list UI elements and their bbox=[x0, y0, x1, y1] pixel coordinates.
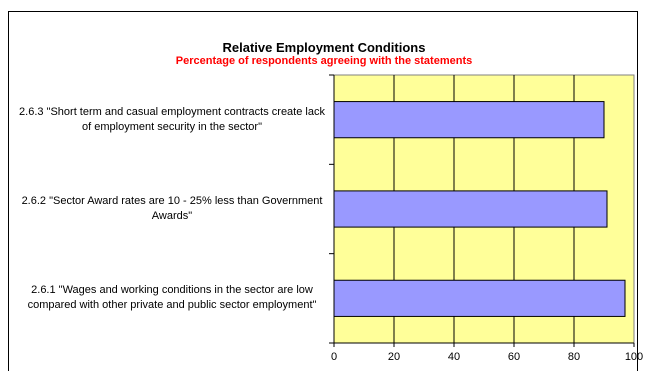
x-tick-label: 20 bbox=[388, 351, 400, 363]
x-tick-label: 80 bbox=[568, 351, 580, 363]
x-tick-label: 40 bbox=[448, 351, 460, 363]
x-tick-label: 0 bbox=[331, 351, 337, 363]
bar bbox=[334, 102, 604, 138]
category-label: 2.6.3 "Short term and casual employment … bbox=[18, 105, 326, 135]
x-tick-label: 60 bbox=[508, 351, 520, 363]
x-tick-label: 100 bbox=[625, 351, 643, 363]
bar bbox=[334, 280, 625, 316]
category-label: 2.6.1 "Wages and working conditions in t… bbox=[18, 283, 326, 313]
category-label: 2.6.2 "Sector Award rates are 10 - 25% l… bbox=[18, 194, 326, 224]
bar bbox=[334, 191, 607, 227]
